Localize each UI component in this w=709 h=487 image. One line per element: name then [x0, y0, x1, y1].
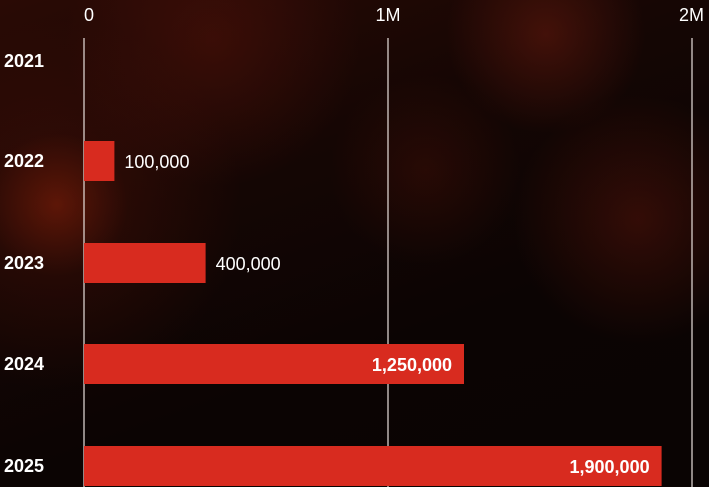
category-label: 2025	[4, 456, 44, 476]
bar	[84, 446, 662, 486]
bar	[84, 243, 206, 283]
x-tick-label: 2M	[679, 5, 704, 25]
x-tick-label: 1M	[375, 5, 400, 25]
data-label: 1,900,000	[570, 457, 650, 477]
bar	[84, 344, 464, 384]
data-label: 400,000	[216, 254, 281, 274]
bar	[84, 141, 115, 181]
data-label: 1,250,000	[372, 355, 452, 375]
category-label: 2023	[4, 253, 44, 273]
category-label: 2022	[4, 151, 44, 171]
x-tick-label: 0	[84, 5, 94, 25]
category-label: 2024	[4, 354, 44, 374]
category-label: 2021	[4, 51, 44, 71]
data-label: 100,000	[124, 152, 189, 172]
